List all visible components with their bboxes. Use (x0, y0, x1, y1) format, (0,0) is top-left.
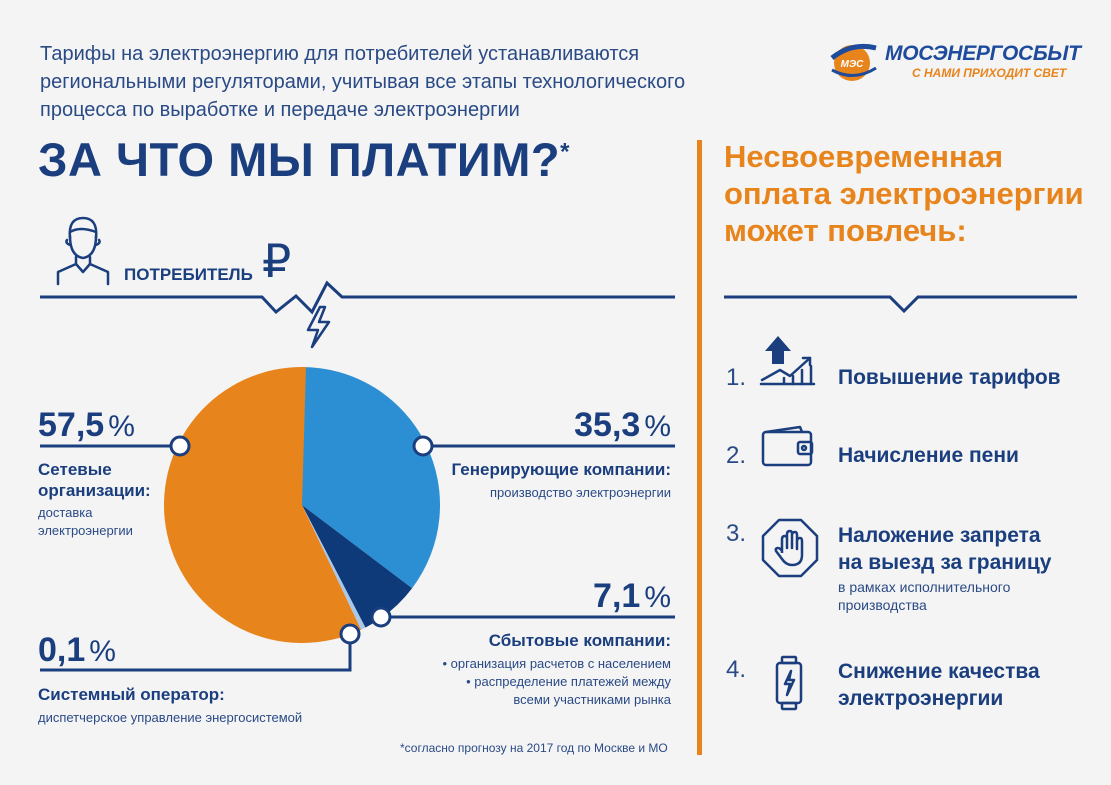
leader-dot-retail (370, 606, 392, 628)
pct-generation-value: 35,3 (574, 406, 641, 444)
pct-generation: 35,3% (574, 406, 671, 445)
label-network-name-2: организации: (38, 481, 151, 500)
pct-network: 57,5% (38, 406, 135, 445)
lightning-icon (306, 305, 331, 349)
label-network-desc-1: доставка (38, 505, 93, 520)
item-2-text: Начисление пени (838, 444, 1019, 467)
item-3-subtext-line-2: производства (838, 597, 927, 613)
pct-network-unit: % (108, 410, 135, 443)
label-operator-desc: диспетчерское управление энергосистемой (38, 710, 303, 725)
battery-icon (775, 655, 803, 711)
page-title-text: ЗА ЧТО МЫ ПЛАТИМ? (38, 133, 561, 186)
pie-leaders (40, 435, 675, 672)
pie-slice-network (164, 366, 362, 643)
item-3-number: 3. (726, 520, 747, 547)
label-retail-desc-2: • распределение платежей между (466, 674, 671, 689)
item-4-text-line-1: Снижение качества (838, 660, 1040, 683)
cost-structure-pie-chart (40, 366, 675, 672)
leader-dot-generation (412, 435, 434, 457)
item-3-text-line-1: Наложение запрета (838, 524, 1041, 547)
consequences-title-line-2: оплата электроэнергии (724, 176, 1084, 211)
label-network-name-1: Сетевые (38, 460, 112, 479)
label-operator-name: Системный оператор: (38, 685, 225, 704)
label-generation-name: Генерирующие компании: (451, 460, 671, 479)
page-title: ЗА ЧТО МЫ ПЛАТИМ?* (38, 132, 570, 187)
leader-dot-operator (339, 623, 361, 645)
label-generation-desc: производство электроэнергии (489, 485, 671, 500)
logo-name: МОСЭНЕРГОСБЫТ (885, 42, 1081, 65)
pct-retail-unit: % (644, 581, 671, 614)
ruble-sign: ₽ (262, 235, 292, 287)
vertical-divider (697, 140, 702, 755)
pie-slice-operator (302, 505, 366, 630)
pct-retail: 7,1% (593, 577, 671, 616)
stop-hand-icon (761, 518, 819, 578)
mes-logo-icon: МЭС (830, 43, 877, 81)
item-4-number: 4. (726, 656, 747, 683)
item-1-text: Повышение тарифов (838, 366, 1061, 389)
pct-operator-value: 0,1 (38, 631, 86, 669)
pct-network-value: 57,5 (38, 406, 105, 444)
page-title-mark: * (560, 138, 570, 166)
item-3-text-line-2: на выезд за границу (838, 551, 1052, 574)
item-1-number: 1. (726, 364, 747, 391)
consequences-title: Несвоевременная оплата электроэнергии мо… (724, 138, 1104, 249)
pie-slice-retail (302, 505, 413, 628)
wallet-icon (761, 425, 814, 467)
item-3-text: Наложение запрета на выезд за границу (838, 522, 1051, 576)
label-network-desc-2: электроэнергии (38, 523, 133, 538)
label-retail-desc-3: всеми участниками рынка (513, 692, 671, 707)
logo-slogan: С НАМИ ПРИХОДИТ СВЕТ (912, 66, 1067, 80)
pie-slice-generation (302, 367, 441, 589)
item-2-number: 2. (726, 442, 747, 469)
logo-badge: МЭС (841, 59, 865, 70)
pct-operator: 0,1% (38, 631, 116, 670)
consequences-title-line-3: может повлечь: (724, 213, 967, 248)
footnote: *согласно прогнозу на 2017 год по Москве… (400, 741, 668, 755)
label-retail-desc-1: • организация расчетов с населением (442, 656, 671, 671)
item-4-text: Снижение качества электроэнергии (838, 658, 1040, 712)
consequences-title-line-1: Несвоевременная (724, 139, 1004, 174)
intro-text: Тарифы на электроэнергию для потребителе… (40, 43, 686, 121)
label-network-desc: доставка электроэнергии (38, 504, 133, 540)
consumer-label: ПОТРЕБИТЕЛЬ (124, 265, 253, 284)
label-network-name: Сетевые организации: (38, 459, 151, 501)
tariff-growth-icon (759, 336, 816, 386)
item-4-text-line-2: электроэнергии (838, 687, 1004, 710)
pct-operator-unit: % (89, 635, 116, 668)
pct-generation-unit: % (644, 410, 671, 443)
item-3-subtext-line-1: в рамках исполнительного (838, 579, 1011, 595)
label-retail-desc: • организация расчетов с населением • ра… (443, 655, 671, 709)
item-3-subtext: в рамках исполнительного производства (838, 578, 1010, 614)
leader-dot-network (169, 435, 191, 457)
pct-retail-value: 7,1 (593, 577, 641, 615)
label-retail-name: Сбытовые компании: (488, 631, 671, 650)
leader-line-operator (40, 634, 352, 672)
consumer-person-icon (56, 216, 110, 286)
pie-slices (164, 366, 441, 643)
